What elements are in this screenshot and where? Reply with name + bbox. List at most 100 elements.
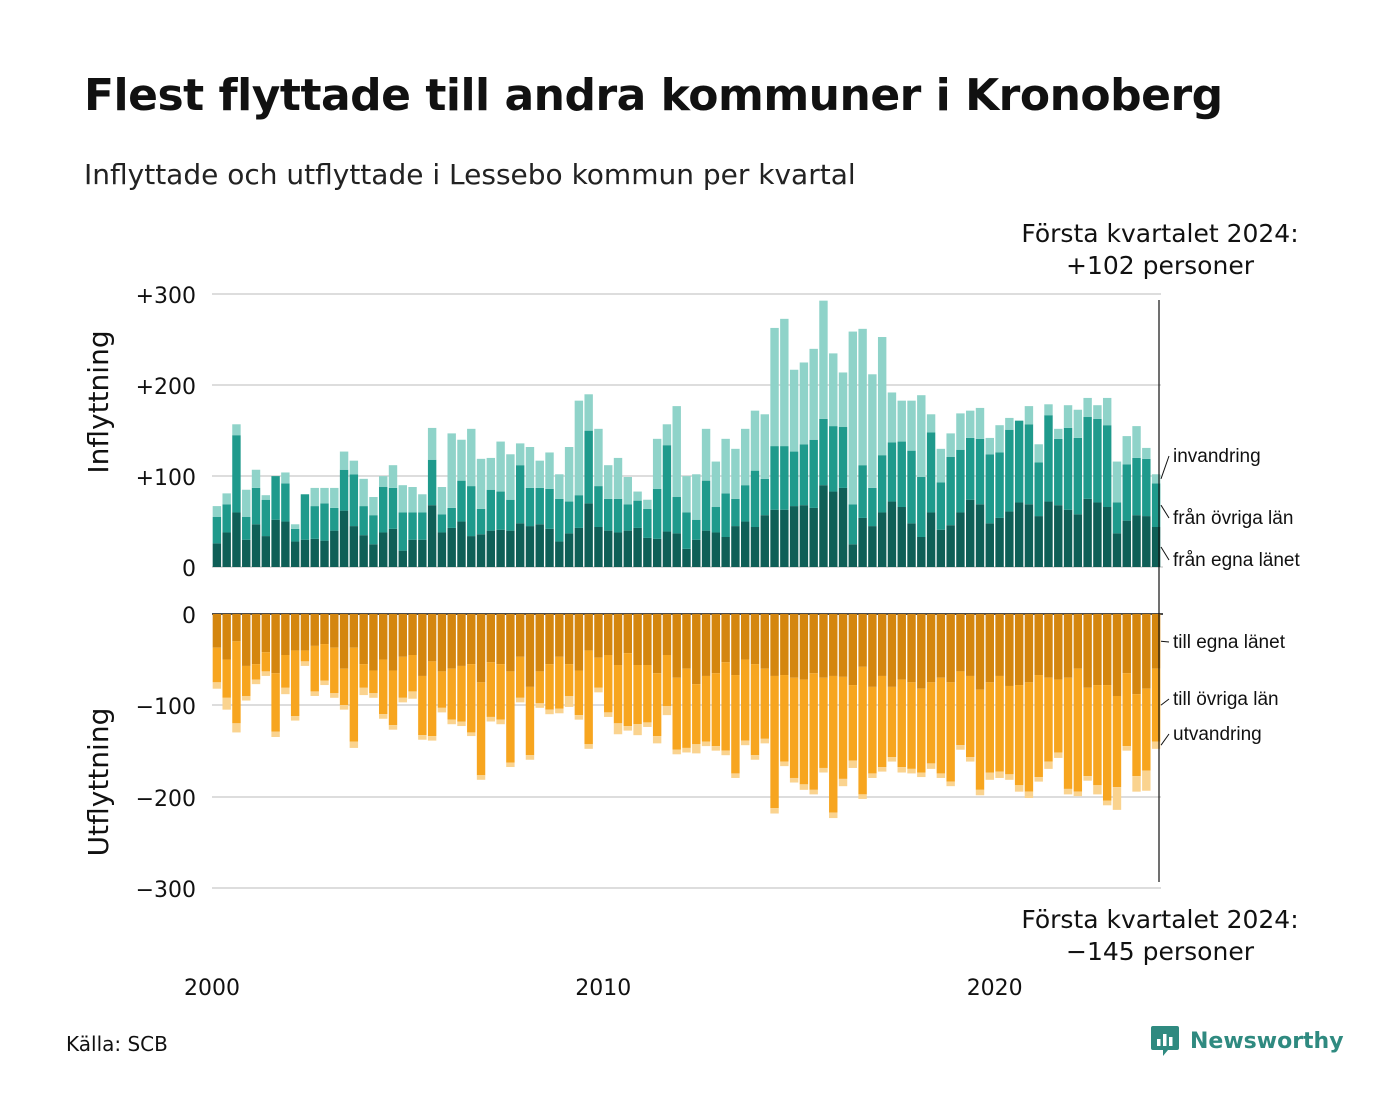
bar-utflyttning-1-q88	[1063, 614, 1073, 678]
bar-utflyttning-3-q22	[418, 735, 427, 740]
bar-utflyttning-1-q91	[1093, 614, 1102, 686]
bar-inflyttning-3-q17	[369, 497, 378, 516]
bar-inflyttning-2-q45	[643, 508, 652, 538]
bar-utflyttning-1-q37	[564, 614, 574, 665]
bar-utflyttning-2-q95	[1132, 694, 1141, 777]
bar-inflyttning-2-q79	[975, 438, 985, 505]
bar-utflyttning-1-q78	[966, 614, 975, 676]
bar-utflyttning-3-q30	[496, 719, 505, 725]
bar-utflyttning-2-q54	[731, 675, 740, 774]
bar-inflyttning-3-q8	[281, 472, 290, 484]
bar-inflyttning-1-q47	[662, 531, 672, 567]
bar-inflyttning-3-q47	[662, 424, 672, 446]
bar-inflyttning-2-q31	[506, 499, 515, 531]
bar-utflyttning-3-q82	[1005, 774, 1014, 780]
bar-utflyttning-1-q42	[613, 614, 623, 666]
bar-utflyttning-3-q44	[633, 724, 642, 736]
newsworthy-logo[interactable]: Newsworthy	[1150, 1024, 1344, 1058]
bar-inflyttning-1-q54	[731, 526, 740, 568]
bar-inflyttning-3-q74	[926, 414, 936, 433]
bar-utflyttning-2-q53	[721, 662, 730, 751]
bar-inflyttning-2-q91	[1093, 418, 1102, 503]
bar-inflyttning-3-q41	[604, 465, 613, 499]
bar-inflyttning-1-q39	[584, 503, 593, 567]
series-label-utflyttning-1: till egna länet	[1173, 632, 1286, 653]
series-leader-utflyttning-2	[1160, 698, 1170, 706]
bar-inflyttning-1-q7	[271, 519, 280, 567]
bar-utflyttning-3-q63	[819, 767, 828, 773]
bar-utflyttning-2-q74	[926, 682, 936, 764]
bar-inflyttning-2-q62	[809, 439, 818, 508]
bar-inflyttning-1-q70	[887, 501, 897, 567]
bar-utflyttning-1-q80	[985, 614, 994, 683]
bar-utflyttning-3-q90	[1083, 776, 1092, 781]
bar-inflyttning-3-q42	[613, 457, 623, 499]
bar-inflyttning-1-q25	[447, 527, 456, 567]
bar-inflyttning-1-q17	[369, 544, 378, 567]
bar-utflyttning-1-q92	[1102, 614, 1112, 686]
bar-utflyttning-3-q13	[330, 693, 339, 698]
bar-inflyttning-2-q53	[721, 493, 730, 537]
bar-inflyttning-3-q89	[1073, 409, 1083, 438]
bar-utflyttning-2-q5	[251, 664, 261, 680]
bar-utflyttning-1-q24	[437, 614, 447, 672]
bar-utflyttning-1-q30	[496, 614, 505, 665]
bar-inflyttning-1-q15	[349, 526, 359, 568]
series-label-utflyttning-2: till övriga län	[1173, 689, 1279, 710]
bar-utflyttning-1-q97	[1151, 614, 1161, 669]
bar-utflyttning-2-q35	[545, 664, 554, 710]
bar-inflyttning-1-q23	[427, 505, 437, 567]
bar-utflyttning-2-q69	[877, 675, 887, 768]
bar-utflyttning-3-q54	[731, 773, 740, 778]
bar-utflyttning-2-q66	[848, 685, 858, 761]
bar-utflyttning-2-q56	[750, 664, 760, 756]
bar-utflyttning-3-q1	[212, 682, 222, 689]
bar-inflyttning-1-q92	[1102, 507, 1112, 567]
bar-utflyttning-2-q86	[1044, 677, 1053, 762]
bar-utflyttning-2-q90	[1083, 687, 1092, 777]
bar-utflyttning-1-q68	[868, 614, 877, 687]
bar-inflyttning-3-q44	[633, 491, 642, 501]
bar-utflyttning-2-q57	[760, 668, 769, 739]
bar-inflyttning-2-q69	[877, 455, 887, 513]
bar-inflyttning-3-q19	[388, 465, 398, 488]
bar-inflyttning-3-q11	[310, 487, 319, 507]
bar-inflyttning-3-q53	[721, 438, 730, 494]
bar-inflyttning-1-q88	[1063, 509, 1073, 567]
bar-inflyttning-2-q29	[486, 489, 496, 531]
bar-inflyttning-3-q68	[868, 374, 877, 488]
bar-inflyttning-1-q91	[1093, 502, 1102, 567]
bar-inflyttning-2-q11	[310, 506, 319, 539]
bar-inflyttning-2-q42	[613, 498, 623, 533]
bar-inflyttning-3-q38	[574, 400, 584, 496]
bar-utflyttning-2-q34	[535, 671, 544, 704]
bar-utflyttning-3-q69	[877, 767, 887, 772]
bar-inflyttning-3-q27	[467, 428, 476, 487]
bar-inflyttning-2-q84	[1024, 424, 1034, 505]
bar-utflyttning-3-q42	[613, 723, 623, 735]
bar-inflyttning-2-q65	[838, 427, 848, 488]
bar-inflyttning-3-q23	[427, 427, 437, 460]
bar-inflyttning-2-q76	[946, 457, 955, 526]
bar-inflyttning-2-q77	[956, 449, 965, 513]
bar-utflyttning-2-q21	[408, 655, 417, 692]
bar-utflyttning-1-q32	[515, 614, 525, 657]
bar-utflyttning-3-q50	[692, 744, 701, 754]
bar-inflyttning-2-q16	[359, 506, 368, 536]
bar-inflyttning-3-q14	[339, 451, 349, 470]
bar-utflyttning-2-q87	[1054, 679, 1063, 753]
bar-utflyttning-2-q10	[300, 650, 310, 662]
bar-inflyttning-1-q76	[946, 525, 955, 567]
bar-utflyttning-1-q76	[946, 614, 955, 683]
bar-utflyttning-2-q88	[1063, 677, 1073, 789]
bar-utflyttning-1-q27	[467, 614, 476, 665]
bar-utflyttning-3-q47	[662, 706, 672, 716]
bar-inflyttning-1-q41	[604, 530, 613, 567]
bar-inflyttning-1-q3	[232, 512, 241, 567]
bar-inflyttning-2-q73	[917, 477, 926, 537]
bar-utflyttning-1-q21	[408, 614, 417, 655]
bar-utflyttning-3-q38	[574, 715, 584, 720]
bar-inflyttning-3-q22	[418, 494, 427, 513]
xtick-label-2020: 2020	[967, 976, 1023, 1001]
bar-inflyttning-2-q4	[242, 517, 251, 540]
